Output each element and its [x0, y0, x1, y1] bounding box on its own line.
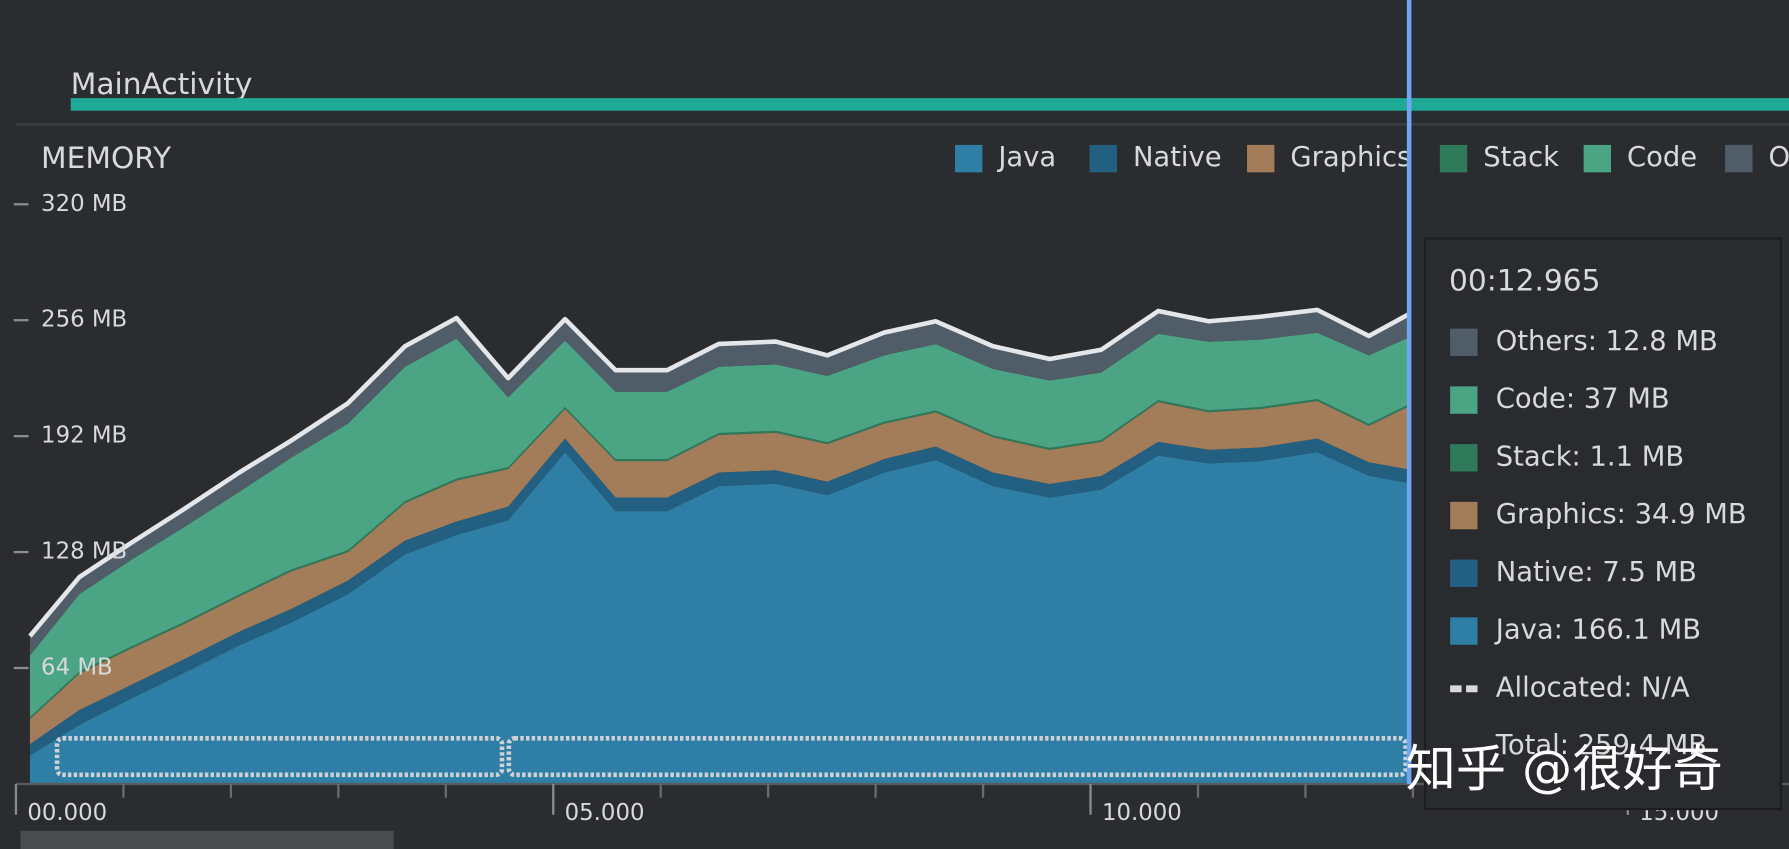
legend-label[interactable]: Stack	[1483, 142, 1559, 173]
tooltip-swatch	[1450, 501, 1478, 530]
event-block[interactable]	[506, 736, 1408, 778]
area-java	[29, 452, 1410, 784]
legend: Java Native Graphics Stack Code Others	[954, 142, 1789, 173]
legend-swatch[interactable]	[1247, 144, 1275, 173]
activity-bar[interactable]	[70, 98, 1789, 111]
area-others	[29, 309, 1410, 656]
axes: 64 MB 128 MB 192 MB 256 MB 320 MB 00.000 05.00…	[13, 191, 1737, 826]
legend-swatch[interactable]	[1439, 144, 1468, 173]
y-tick-label: 320 MB	[41, 191, 127, 217]
legend-label[interactable]: Others	[1768, 142, 1789, 173]
tooltip-entry: Code: 37 MB	[1496, 384, 1670, 415]
tooltip-box	[1423, 237, 1783, 811]
tooltip-entry: Graphics: 34.9 MB	[1496, 499, 1747, 530]
legend-swatch[interactable]	[1089, 144, 1117, 173]
event-track	[54, 736, 1408, 778]
tooltip-swatch	[1450, 559, 1478, 587]
x-tick-label: 00.000	[27, 800, 107, 826]
tooltip-entry: Native: 7.5 MB	[1496, 557, 1697, 588]
y-tick-label: 256 MB	[41, 307, 127, 333]
chart-title: MEMORY	[41, 140, 172, 175]
tooltip-entry: Stack: 1.1 MB	[1496, 441, 1684, 472]
scrollbar[interactable]	[20, 830, 394, 849]
plot	[28, 307, 1411, 784]
area-graphics	[29, 400, 1410, 745]
tooltip-swatch	[1450, 386, 1478, 414]
y-tick-label: 192 MB	[41, 423, 127, 449]
tooltip-swatch	[1450, 328, 1478, 357]
area-code	[29, 332, 1410, 718]
legend-label[interactable]: Graphics	[1290, 142, 1411, 173]
legend-swatch[interactable]	[954, 144, 983, 173]
activity-label: MainActivity	[71, 66, 253, 101]
x-tick-label: 10.000	[1102, 800, 1182, 826]
tooltip-entry: Others: 12.8 MB	[1496, 326, 1718, 357]
legend-swatch[interactable]	[1583, 144, 1612, 173]
tooltip-swatch	[1450, 617, 1478, 645]
tooltip: 00:12.965 Others: 12.8 MB Code: 37 MB Stac…	[1423, 237, 1783, 811]
tooltip-entry: Total: 259.4 MB	[1495, 730, 1707, 761]
legend-label[interactable]: Code	[1627, 142, 1697, 173]
tooltip-entry: Java: 166.1 MB	[1494, 615, 1701, 646]
watermark: 知乎 @很好奇	[1406, 739, 1723, 798]
legend-label[interactable]: Java	[996, 142, 1056, 173]
event-block[interactable]	[54, 736, 505, 778]
total-outline	[28, 307, 1411, 638]
tooltip-swatch	[1450, 444, 1478, 472]
legend-swatch[interactable]	[1725, 144, 1753, 173]
x-tick-label: 05.000	[565, 800, 645, 826]
tooltip-entry: Allocated: N/A	[1496, 672, 1690, 703]
tooltip-time: 00:12.965	[1449, 262, 1600, 297]
legend-label[interactable]: Native	[1133, 142, 1222, 173]
y-tick-label: 128 MB	[41, 539, 127, 565]
y-tick-label: 64 MB	[41, 655, 113, 681]
